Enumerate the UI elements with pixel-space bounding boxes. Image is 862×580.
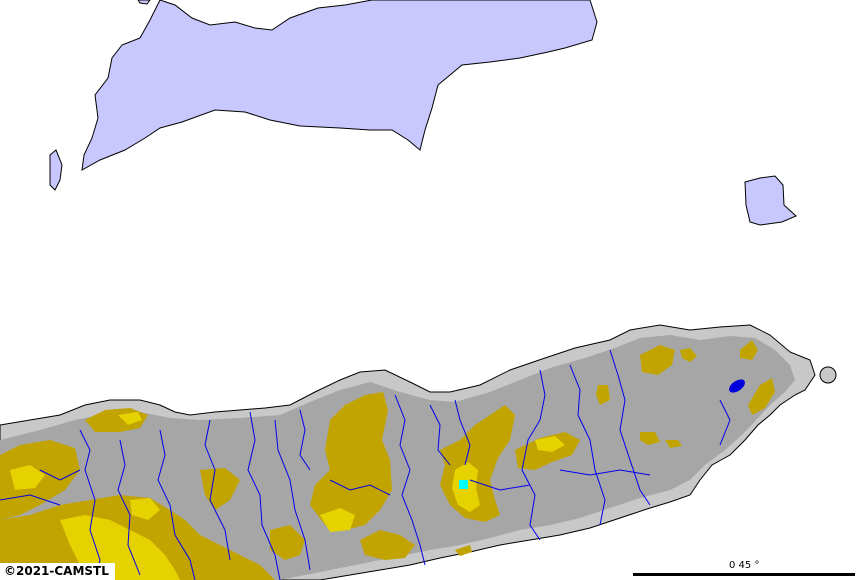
river-network <box>0 349 731 580</box>
northern-island <box>81 0 598 171</box>
scale-label: 0 45 ° <box>729 560 760 571</box>
offshore-islet-east <box>819 366 837 384</box>
small-islet-top <box>137 0 151 5</box>
scale-line <box>633 573 855 576</box>
location-marker[interactable] <box>459 480 468 489</box>
eastern-islet <box>744 175 797 226</box>
mid-elevation-terrain <box>0 335 795 580</box>
lake <box>729 379 745 393</box>
small-islet-west <box>49 149 63 191</box>
highland-areas <box>0 340 775 580</box>
copyright-notice: ©2021-CAMSTL <box>0 563 115 580</box>
scale-bar: 0 45 ° <box>633 560 855 578</box>
